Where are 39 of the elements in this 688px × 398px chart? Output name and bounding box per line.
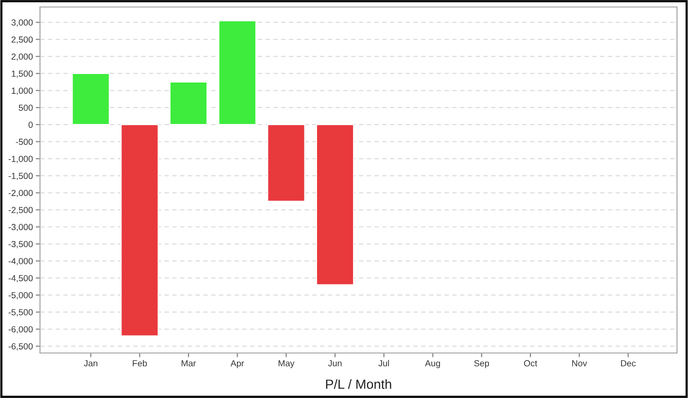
x-tick-label: Sep bbox=[474, 360, 490, 368]
x-tick-label: Oct bbox=[524, 360, 538, 366]
y-tick-label: -500 bbox=[16, 138, 33, 145]
y-tick-label: 3,000 bbox=[11, 19, 33, 27]
x-tick-label: Dec bbox=[621, 360, 636, 366]
x-tick-label: Jul bbox=[378, 360, 389, 366]
y-tick-label: -1,500 bbox=[8, 172, 33, 180]
y-tick-label: -2,000 bbox=[8, 190, 33, 198]
bar bbox=[169, 81, 208, 126]
y-tick-label: -6,500 bbox=[8, 343, 33, 350]
bar bbox=[267, 124, 306, 202]
y-tick-label: -1,000 bbox=[8, 156, 33, 163]
x-tick-label: Aug bbox=[424, 360, 440, 368]
x-tick-label: Jun bbox=[328, 360, 342, 366]
bar bbox=[120, 124, 159, 337]
y-tick-label: 1,500 bbox=[12, 70, 33, 78]
x-tick-label: Apr bbox=[230, 360, 244, 368]
y-tick-label: -2,500 bbox=[8, 206, 33, 214]
y-tick-label: -4,500 bbox=[8, 275, 33, 282]
bar bbox=[218, 20, 256, 126]
bar bbox=[316, 124, 354, 286]
y-tick-label: -5,000 bbox=[8, 292, 33, 300]
y-tick-label: 0 bbox=[28, 122, 33, 128]
x-axis-title: P/L / Month bbox=[326, 379, 392, 389]
y-tick-label: -3,500 bbox=[8, 240, 33, 248]
y-tick-label: -6,000 bbox=[8, 326, 33, 334]
y-tick-label: -3,000 bbox=[8, 224, 33, 232]
y-tick-label: 2,000 bbox=[12, 53, 33, 61]
y-tick-label: 500 bbox=[18, 104, 33, 111]
bar bbox=[72, 72, 110, 126]
y-tick-label: -4,000 bbox=[8, 258, 33, 266]
x-tick-label: May bbox=[278, 360, 294, 368]
x-tick-label: Jan bbox=[84, 360, 98, 366]
y-tick-label: -5,500 bbox=[8, 309, 33, 316]
x-tick-label: Feb bbox=[132, 360, 147, 366]
y-tick-label: 2,500 bbox=[12, 36, 33, 44]
y-tick-label: 1,000 bbox=[12, 88, 33, 95]
x-tick-label: Mar bbox=[182, 360, 196, 366]
x-tick-label: Nov bbox=[572, 360, 588, 366]
